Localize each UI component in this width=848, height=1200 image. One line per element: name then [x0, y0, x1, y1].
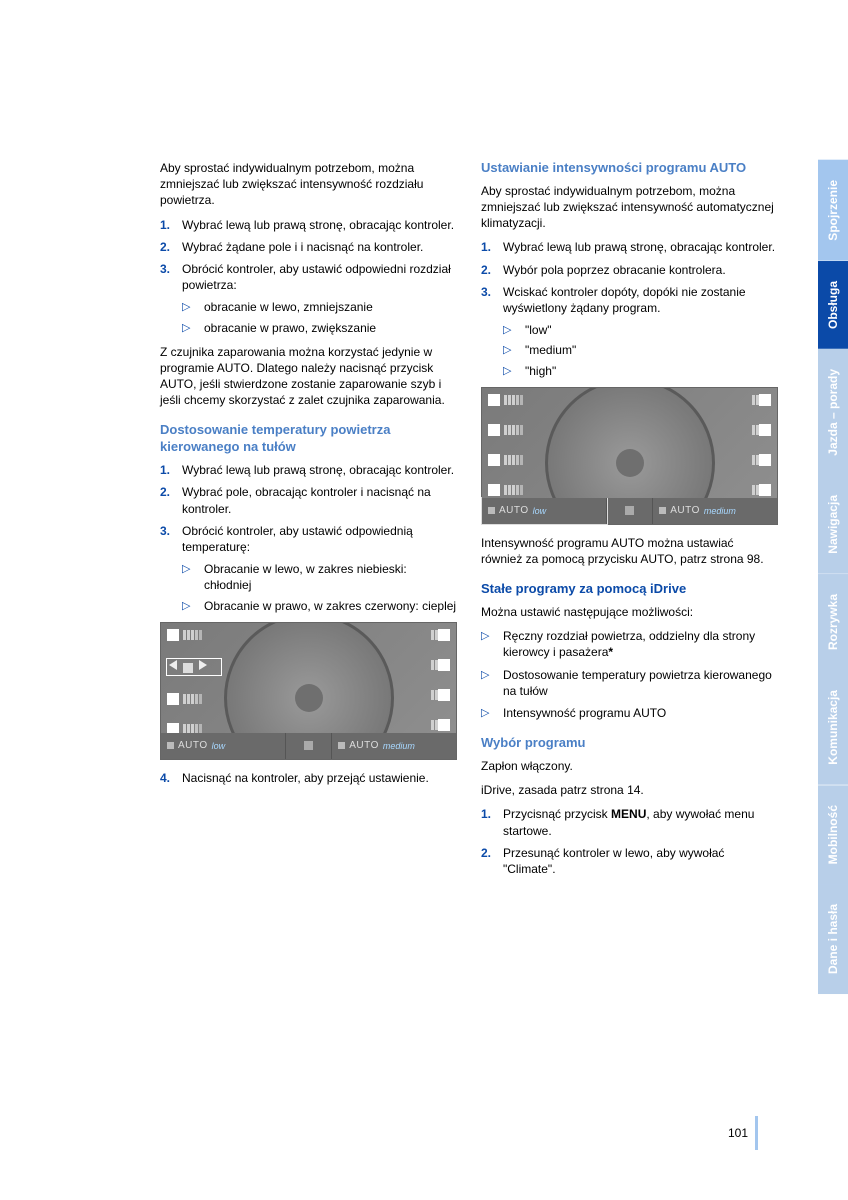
sub-text: obracanie w lewo, zmniejszanie — [204, 300, 373, 314]
sub-text: Obracanie w prawo, w zakres czerwony: ci… — [204, 599, 456, 613]
list-item-text: Wybrać pole, obracając kontroler i nacis… — [182, 485, 431, 515]
climate-display-figure-2: AUTO low AUTO medium — [481, 387, 778, 525]
triangle-icon: ▷ — [182, 599, 190, 614]
list-item-text: Wybór pola poprzez obracanie kontrolera. — [503, 263, 726, 277]
triangle-icon: ▷ — [182, 562, 190, 577]
triangle-icon: ▷ — [503, 343, 511, 358]
left-note: Z czujnika zaparowania można korzystać j… — [160, 344, 457, 409]
side-tab[interactable]: Nawigacja — [818, 475, 848, 574]
page-number: 101 — [728, 1126, 748, 1140]
triangle-icon: ▷ — [503, 364, 511, 379]
list-item-text: Wybrać lewą lub prawą stronę, obracając … — [503, 240, 775, 254]
triangle-icon: ▷ — [481, 629, 489, 644]
triangle-icon: ▷ — [182, 300, 190, 315]
left-step-4: 4.Nacisnąć na kontroler, aby przejąć ust… — [160, 770, 457, 786]
fig2-low-label: low — [533, 506, 547, 516]
right-intro: Aby sprostać indywidualnym potrzebom, mo… — [481, 183, 778, 232]
side-tab[interactable]: Dane i hasła — [818, 884, 848, 994]
figure-caption: Intensywność programu AUTO można ustawia… — [481, 535, 778, 567]
side-tab[interactable]: Spojrzenie — [818, 160, 848, 261]
triangle-icon: ▷ — [481, 706, 489, 721]
list-item-text: Wybrać lewą lub prawą stronę, obracając … — [182, 218, 454, 232]
option-text: Dostosowanie temperatury powietrza kiero… — [503, 668, 772, 698]
fig2-auto-low-label: AUTO — [499, 505, 529, 516]
triangle-icon: ▷ — [182, 321, 190, 336]
sub-text: obracanie w prawo, zwiększanie — [204, 321, 376, 335]
list-item-text: Wybrać lewą lub prawą stronę, obracając … — [182, 463, 454, 477]
options-intro: Można ustawić następujące możliwości: — [481, 604, 778, 620]
list-item-text: Przesunąć kontroler w lewo, aby wywołać … — [503, 846, 724, 876]
side-tab[interactable]: Obsługa — [818, 261, 848, 349]
fig-auto-med-label: AUTO — [349, 740, 379, 751]
heading-temp-adjust: Dostosowanie temperatury powietrza kiero… — [160, 422, 457, 456]
page-number-bar — [755, 1116, 758, 1150]
triangle-icon: ▷ — [503, 323, 511, 338]
heading-program-select: Wybór programu — [481, 735, 778, 752]
climate-display-figure: AUTO low AUTO medium — [160, 622, 457, 760]
list-item-text: Obrócić kontroler, aby ustawić odpowiedn… — [182, 524, 413, 554]
triangle-icon: ▷ — [481, 668, 489, 683]
side-tabs: SpojrzenieObsługaJazda – poradyNawigacja… — [818, 160, 848, 994]
side-tab[interactable]: Komunikacja — [818, 670, 848, 785]
fig-auto-low-label: AUTO — [178, 740, 208, 751]
ignition-line: Zapłon włączony. — [481, 758, 778, 774]
right-steps-1: 1.Wybrać lewą lub prawą stronę, obracają… — [481, 239, 778, 378]
left-steps-2: 1.Wybrać lewą lub prawą stronę, obracają… — [160, 462, 457, 614]
fig2-med-label: medium — [704, 506, 736, 516]
side-tab[interactable]: Jazda – porady — [818, 349, 848, 476]
sub-text: "low" — [525, 323, 552, 337]
list-item-text: Przycisnąć przycisk MENU, aby wywołać me… — [503, 807, 754, 837]
fig-low-label: low — [212, 741, 226, 751]
sub-text: "high" — [525, 364, 556, 378]
list-item-text: Wciskać kontroler dopóty, dopóki nie zos… — [503, 285, 746, 315]
option-text: Ręczny rozdział powietrza, oddzielny dla… — [503, 629, 755, 659]
right-column: Ustawianie intensywności programu AUTO A… — [481, 160, 778, 885]
idrive-ref-line: iDrive, zasada patrz strona 14. — [481, 782, 778, 798]
left-steps-1: 1.Wybrać lewą lub prawą stronę, obracają… — [160, 217, 457, 336]
list-item-text: Obrócić kontroler, aby ustawić odpowiedn… — [182, 262, 451, 292]
fig-med-label: medium — [383, 741, 415, 751]
asterisk-icon: * — [608, 645, 613, 659]
side-tab[interactable]: Mobilność — [818, 785, 848, 884]
fig2-auto-med-label: AUTO — [670, 505, 700, 516]
left-column: Aby sprostać indywidualnym potrzebom, mo… — [160, 160, 457, 885]
list-item-text: Wybrać żądane pole i i nacisnąć na kontr… — [182, 240, 423, 254]
side-tab[interactable]: Rozrywka — [818, 574, 848, 670]
right-steps-2: 1.Przycisnąć przycisk MENU, aby wywołać … — [481, 806, 778, 877]
sub-text: Obracanie w lewo, w zakres niebieski: ch… — [204, 562, 407, 592]
list-item-text: Nacisnąć na kontroler, aby przejąć ustaw… — [182, 771, 429, 785]
heading-idrive-programs: Stałe programy za pomocą iDrive — [481, 581, 778, 598]
option-text: Intensywność programu AUTO — [503, 706, 666, 720]
left-intro: Aby sprostać indywidualnym potrzebom, mo… — [160, 160, 457, 209]
heading-auto-intensity: Ustawianie intensywności programu AUTO — [481, 160, 778, 177]
sub-text: "medium" — [525, 343, 576, 357]
